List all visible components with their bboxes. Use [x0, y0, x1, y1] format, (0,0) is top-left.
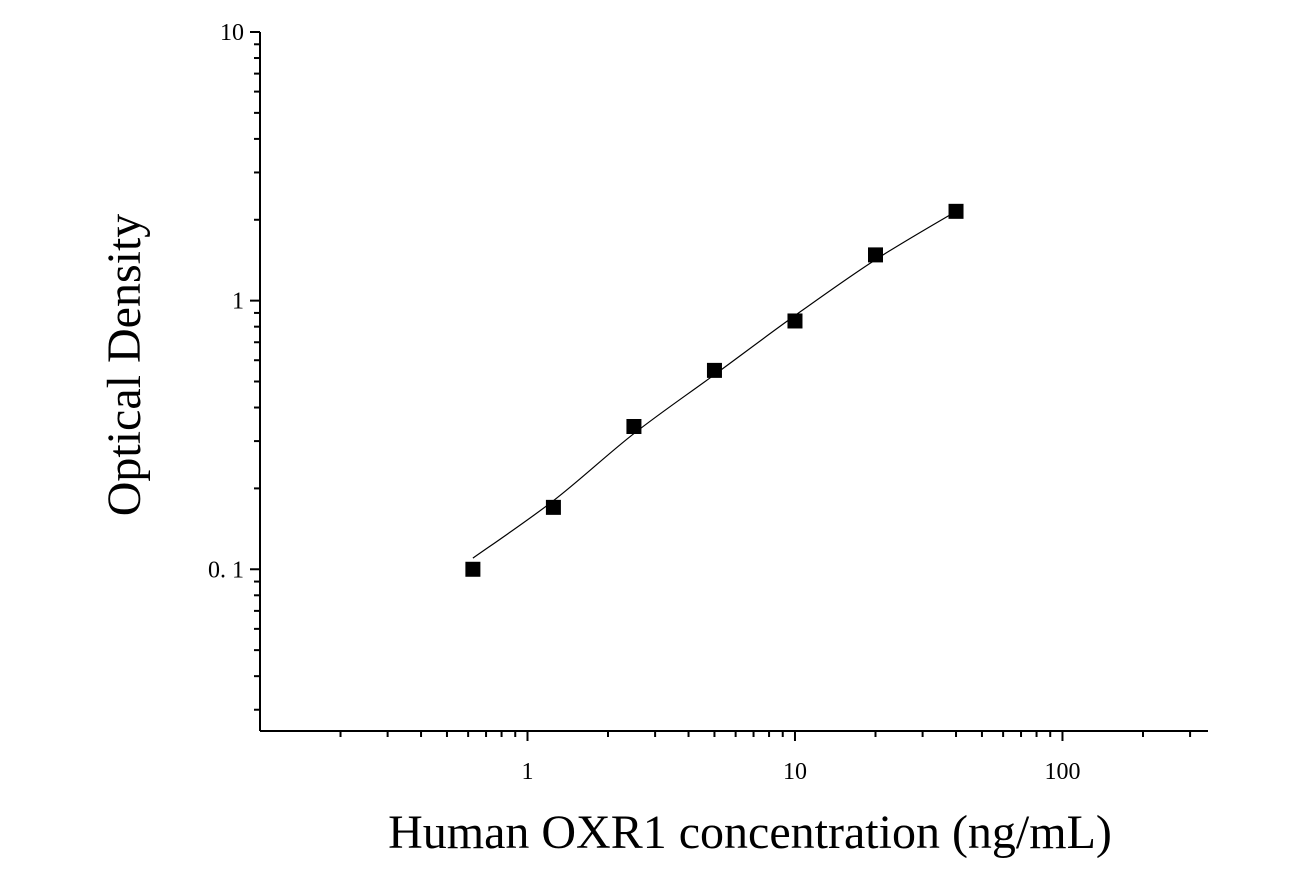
x-tick-labels: 1 10 100	[521, 759, 1080, 785]
y-ticks	[250, 31, 260, 711]
x-axis-title: Human OXR1 concentration (ng/mL)	[388, 806, 1112, 859]
x-ticks	[339, 731, 1192, 741]
data-point	[868, 247, 884, 263]
data-point	[626, 418, 642, 434]
data-points	[465, 203, 964, 577]
y-tick-label: 0. 1	[208, 557, 244, 583]
data-point	[706, 362, 722, 378]
y-tick-labels: 0. 1 1 10	[208, 20, 244, 583]
x-tick-label: 100	[1044, 759, 1080, 785]
data-point	[545, 499, 561, 515]
x-tick-label: 1	[521, 759, 533, 785]
fit-curve	[472, 210, 957, 559]
axes	[259, 32, 1208, 732]
data-point	[465, 561, 481, 577]
y-axis-title: Optical Density	[98, 214, 151, 517]
data-point	[948, 203, 964, 219]
y-tick-label: 1	[232, 289, 244, 315]
data-point	[787, 313, 803, 329]
y-tick-label: 10	[220, 20, 244, 46]
x-tick-label: 10	[783, 759, 807, 785]
